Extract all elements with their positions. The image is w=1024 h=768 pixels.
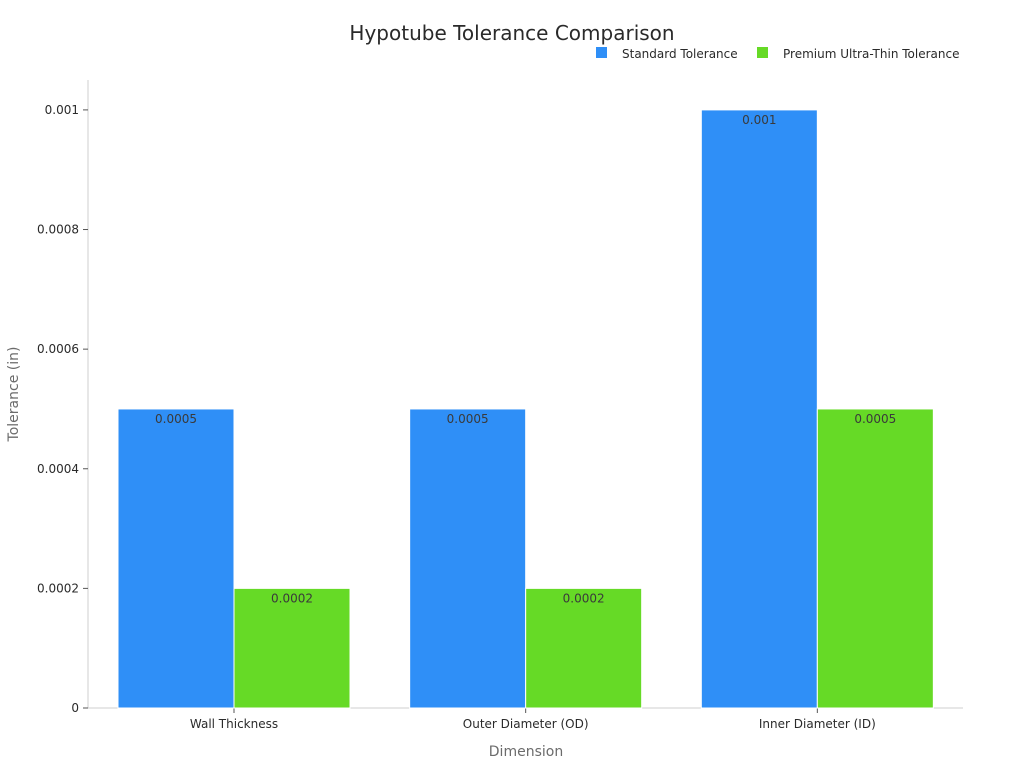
y-tick-label: 0.0002: [37, 581, 79, 595]
bar-premium[interactable]: [816, 408, 934, 709]
legend-label: Standard Tolerance: [622, 47, 738, 61]
bar-standard[interactable]: [117, 408, 235, 709]
y-tick-label: 0.0004: [37, 462, 79, 476]
bar-value-label: 0.0005: [155, 412, 197, 426]
x-ticks: Wall Thickness Outer Diameter (OD) Inner D…: [190, 708, 876, 731]
legend: Standard Tolerance Premium Ultra-Thin Tol…: [596, 47, 959, 61]
x-tick-label: Inner Diameter (ID): [759, 717, 876, 731]
bar-standard[interactable]: [700, 109, 818, 709]
x-tick-label: Outer Diameter (OD): [463, 717, 589, 731]
bar-value-label: 0.0005: [854, 412, 896, 426]
bar-labels: 0.0005 0.0002 0.0005 0.0002 0.001 0.0005: [155, 113, 896, 605]
bar-premium[interactable]: [525, 587, 643, 709]
legend-swatch: [596, 47, 607, 58]
y-tick-label: 0.0008: [37, 223, 79, 237]
y-axis-label: Tolerance (in): [6, 347, 22, 443]
y-tick-label: 0: [71, 701, 79, 715]
bar-premium[interactable]: [233, 587, 351, 709]
x-tick-label: Wall Thickness: [190, 717, 278, 731]
chart-title: Hypotube Tolerance Comparison: [349, 21, 674, 45]
y-ticks: 0 0.0002 0.0004 0.0006 0.0008 0.001: [37, 103, 88, 715]
y-tick-label: 0.0006: [37, 342, 79, 356]
legend-label: Premium Ultra-Thin Tolerance: [783, 47, 959, 61]
legend-swatch: [757, 47, 768, 58]
bars: [117, 109, 934, 709]
bar-value-label: 0.0002: [271, 591, 313, 605]
y-tick-label: 0.001: [45, 103, 79, 117]
bar-value-label: 0.0002: [563, 591, 605, 605]
bar-value-label: 0.0005: [447, 412, 489, 426]
bar-standard[interactable]: [409, 408, 527, 709]
bar-value-label: 0.001: [742, 113, 776, 127]
x-axis-label: Dimension: [489, 744, 563, 760]
